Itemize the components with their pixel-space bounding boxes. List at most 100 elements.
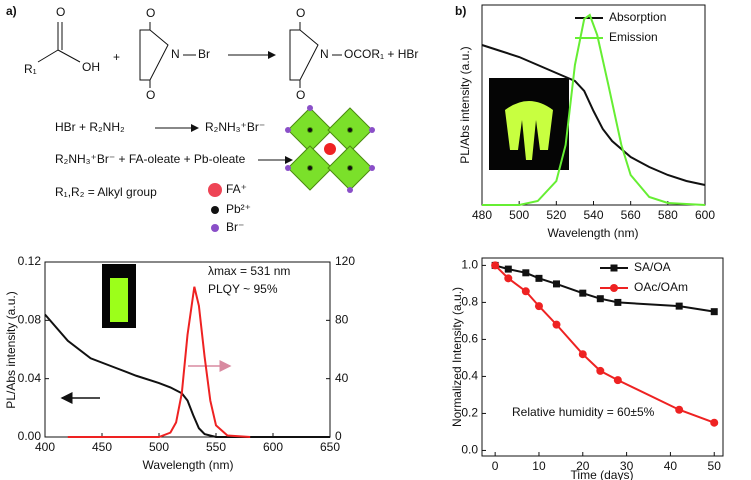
point [613,376,622,385]
point [710,418,719,427]
point [579,289,587,297]
legend-text: Br⁻ [226,220,244,234]
y-tick-label: 0.04 [18,371,42,385]
legend-label: Absorption [609,10,666,24]
annotation: PLQY ~ 95% [208,282,278,296]
ring [139,22,169,88]
x-tick-label: 500 [509,208,529,222]
crystal [285,105,375,193]
x-tick-label: 30 [620,459,634,473]
legend-label: Emission [609,30,658,44]
y-tick-label: 0.00 [18,429,42,443]
note: R₁,R₂ = Alkyl group [55,185,157,199]
legend-dot [211,206,219,214]
x-tick-label: 450 [92,440,112,454]
legend-marker [610,284,618,292]
atom: OCOR₁ + HBr [344,47,418,61]
atom: R₁ [24,62,37,76]
reaction: HBr + R₂NH₂ [55,120,125,134]
point [534,302,543,311]
x-tick-label: 10 [532,459,546,473]
y2-tick-label: 80 [335,313,349,327]
y-tick-label: 0.8 [461,295,478,309]
x-tick-label: 550 [206,440,226,454]
x-axis-title: Wavelength (nm) [548,226,639,240]
plot-frame [481,257,724,457]
point [578,350,587,359]
point [596,295,604,303]
series-line [494,264,715,424]
x-tick-label: 480 [472,208,492,222]
legend-text: FA⁺ [226,182,247,196]
y-tick-label: 0.4 [461,369,478,383]
x-tick-label: 0 [492,459,499,473]
reaction: R₂NH₃⁺Br⁻ [205,120,265,134]
point [522,269,530,277]
series-line [44,313,330,438]
atom: O [146,6,155,20]
point [535,274,543,282]
plus: + [113,50,120,64]
y2-tick-label: 40 [335,371,349,385]
point [675,302,683,310]
y-tick-label: 1.0 [461,258,478,272]
x-tick-label: 400 [35,440,55,454]
legend-marker [610,264,618,272]
tripod-photo [489,78,569,170]
x-tick-label: 520 [546,208,566,222]
atom: O [296,6,305,20]
x-tick-label: 40 [664,459,678,473]
x-tick-label: 20 [576,459,590,473]
x-tick-label: 650 [320,440,340,454]
legend-label: OAc/OAm [634,280,688,294]
y-tick-label: 0.12 [18,254,42,268]
annotation: λmax = 531 nm [208,264,290,278]
point [614,298,622,306]
atom: O [296,88,305,102]
legend-text: Pb²⁺ [226,202,251,216]
x-tick-label: 600 [695,208,715,222]
point [521,287,530,296]
x-tick-label: 540 [583,208,603,222]
y-tick-label: 0.6 [461,332,478,346]
atom: Br [198,47,210,61]
point [552,280,560,288]
annotation: Relative humidity = 60±5% [512,405,655,419]
y2-tick-label: 0 [335,429,342,443]
y-tick-label: 0.2 [461,406,478,420]
x-axis-title: Time (days) [571,468,634,480]
legend-dot [211,224,219,232]
y-tick-label: 0.08 [18,313,42,327]
panel-label: a) [6,4,17,18]
reaction: R₂NH₃⁺Br⁻ + FA-oleate + Pb-oleate [55,152,246,166]
plot-frame [44,261,331,438]
series-line [494,264,715,313]
point [675,405,684,414]
x-tick-label: 500 [149,440,169,454]
x-tick-label: 50 [708,459,722,473]
y-tick-label: 0.0 [461,443,478,457]
series-line [482,13,706,206]
legend-dot [208,183,222,197]
y2-tick-label: 120 [335,254,355,268]
point [552,320,561,329]
panel-label: b) [455,4,466,18]
atom: O [146,88,155,102]
atom: OH [82,60,100,74]
atom: N [171,47,180,61]
scheme: a) R₁ OH O + N Br O O N OCOR₁ + HBr O O … [6,4,418,234]
y-axis-title: PL/Abs intensity (a.u.) [4,291,18,408]
point [491,261,500,270]
atom: N [320,47,329,61]
y-axis-title: Normalized Intensity (a.u.) [450,287,464,427]
x-tick-label: 560 [621,208,641,222]
series-line [481,44,706,186]
point [596,366,605,375]
point [710,308,718,316]
x-axis-title: Wavelength (nm) [143,458,234,472]
x-tick-label: 580 [658,208,678,222]
atom: O [56,5,65,19]
x-tick-label: 600 [263,440,283,454]
y-axis-title: PL/Abs intensity (a.u.) [458,46,472,163]
